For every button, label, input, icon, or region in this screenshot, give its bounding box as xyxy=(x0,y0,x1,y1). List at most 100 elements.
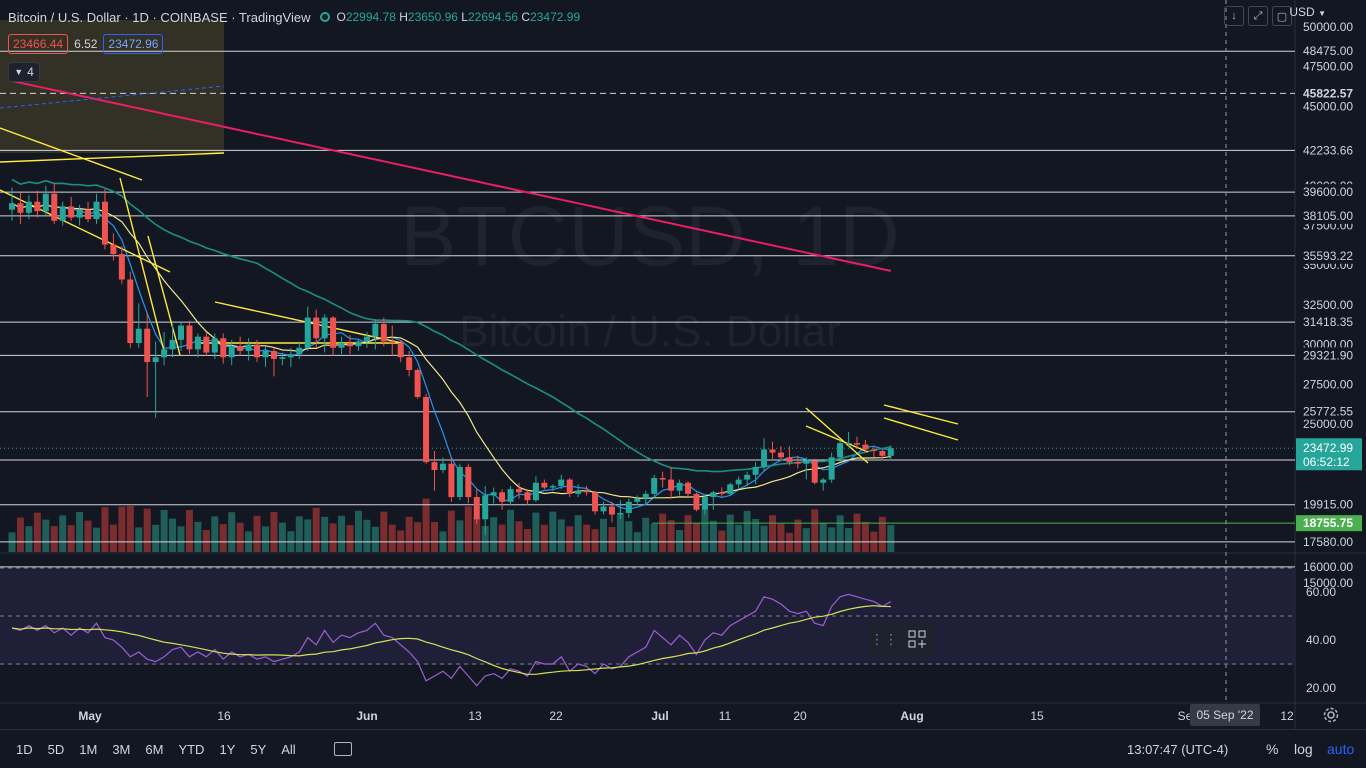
candlestick[interactable] xyxy=(718,487,725,498)
candlestick[interactable] xyxy=(127,271,134,348)
candlestick[interactable] xyxy=(524,489,531,505)
candlestick[interactable] xyxy=(777,446,784,461)
trendline-drawing[interactable] xyxy=(805,407,869,464)
timeframe-all[interactable]: All xyxy=(281,741,296,757)
candlestick[interactable] xyxy=(270,347,277,377)
candlestick[interactable] xyxy=(465,463,472,504)
candlestick[interactable] xyxy=(237,336,244,356)
candlestick[interactable] xyxy=(42,185,49,216)
trendline-drawing[interactable] xyxy=(883,404,959,425)
candlestick[interactable] xyxy=(448,457,455,502)
symbol-title[interactable]: Bitcoin / U.S. Dollar · 1D · COINBASE · … xyxy=(8,9,311,25)
candlestick[interactable] xyxy=(887,445,894,461)
candlestick[interactable] xyxy=(169,323,176,358)
add-layout-icon[interactable] xyxy=(905,627,929,651)
candlestick[interactable] xyxy=(659,471,666,488)
candlestick[interactable] xyxy=(178,322,184,351)
candlestick[interactable] xyxy=(786,446,793,466)
sma-long-line[interactable] xyxy=(11,80,892,272)
sell-button[interactable]: 23466.44 xyxy=(8,34,69,54)
candlestick[interactable] xyxy=(761,438,768,472)
timeframe-1d[interactable]: 1D xyxy=(16,741,33,757)
candlestick[interactable] xyxy=(152,341,159,418)
candlestick[interactable] xyxy=(431,450,438,491)
candlestick[interactable] xyxy=(17,192,24,224)
timeframe-3m[interactable]: 3M xyxy=(112,741,131,757)
candlestick[interactable] xyxy=(279,352,286,366)
candlestick[interactable] xyxy=(34,190,41,218)
candlestick[interactable] xyxy=(803,457,810,480)
candlestick[interactable] xyxy=(211,333,218,359)
candlestick[interactable] xyxy=(287,347,294,367)
candlestick[interactable] xyxy=(532,476,539,502)
candlestick[interactable] xyxy=(372,319,379,350)
trendline-drawing[interactable] xyxy=(147,235,181,356)
trendline-drawing[interactable] xyxy=(0,127,143,181)
timeframe-6m[interactable]: 6M xyxy=(145,741,164,757)
candlestick[interactable] xyxy=(608,501,615,523)
timeframe-1y[interactable]: 1Y xyxy=(219,741,236,757)
candlestick[interactable] xyxy=(338,336,345,355)
candlestick[interactable] xyxy=(135,303,142,348)
candlestick[interactable] xyxy=(101,188,108,250)
clock-display[interactable]: 13:07:47 (UTC-4) xyxy=(1127,742,1229,757)
candlestick[interactable] xyxy=(490,487,497,504)
candlestick[interactable] xyxy=(794,455,801,469)
candlestick[interactable] xyxy=(203,331,210,356)
candlestick[interactable] xyxy=(321,314,328,353)
candlestick[interactable] xyxy=(363,331,370,348)
candlestick[interactable] xyxy=(693,492,700,512)
sma-mid-line[interactable] xyxy=(11,178,891,473)
auto-scale-toggle[interactable]: auto xyxy=(1327,741,1355,757)
candlestick[interactable] xyxy=(625,498,632,518)
candlestick[interactable] xyxy=(575,484,582,498)
trendline-drawing[interactable] xyxy=(883,417,959,441)
candlestick[interactable] xyxy=(220,333,227,364)
candlestick[interactable] xyxy=(228,339,235,366)
log-scale-toggle[interactable]: log xyxy=(1294,741,1313,757)
fullscreen-icon[interactable]: ⤢ xyxy=(1248,6,1268,26)
timeframe-5d[interactable]: 5D xyxy=(47,741,65,757)
candlestick[interactable] xyxy=(68,196,75,221)
candlestick[interactable] xyxy=(820,477,827,491)
candlestick[interactable] xyxy=(51,182,58,224)
candlestick[interactable] xyxy=(769,441,776,459)
candlestick[interactable] xyxy=(634,495,641,505)
candlestick[interactable] xyxy=(642,490,649,505)
trendline-drawing[interactable] xyxy=(0,152,225,163)
candlestick[interactable] xyxy=(380,317,387,347)
candlestick[interactable] xyxy=(194,333,201,358)
candlestick[interactable] xyxy=(583,485,590,496)
candlestick[interactable] xyxy=(397,339,404,363)
drag-handle-icon[interactable]: ⋮⋮ xyxy=(870,630,898,647)
candlestick[interactable] xyxy=(313,309,320,348)
candlestick[interactable] xyxy=(701,495,708,515)
candlestick[interactable] xyxy=(9,187,15,221)
buy-button[interactable]: 23472.96 xyxy=(103,34,164,54)
screenshot-icon[interactable]: ▢ xyxy=(1272,6,1292,26)
candlestick[interactable] xyxy=(304,306,311,351)
candlestick[interactable] xyxy=(735,476,742,490)
candlestick[interactable] xyxy=(845,431,852,447)
trendline-drawing[interactable] xyxy=(119,177,166,356)
candlestick[interactable] xyxy=(870,446,877,458)
candlestick[interactable] xyxy=(837,439,844,463)
percent-scale-toggle[interactable]: % xyxy=(1266,741,1279,757)
candlestick[interactable] xyxy=(676,479,683,496)
candlestick[interactable] xyxy=(862,439,869,453)
candlestick[interactable] xyxy=(59,201,66,226)
candlestick[interactable] xyxy=(406,350,413,377)
candlestick[interactable] xyxy=(566,477,573,498)
candlestick[interactable] xyxy=(76,204,83,226)
candlestick[interactable] xyxy=(296,341,303,359)
candlestick[interactable] xyxy=(330,316,337,356)
timeframe-1m[interactable]: 1M xyxy=(79,741,98,757)
candlestick[interactable] xyxy=(854,436,860,448)
timeframe-5y[interactable]: 5Y xyxy=(250,741,267,757)
candlestick[interactable] xyxy=(414,368,421,399)
candlestick[interactable] xyxy=(828,452,835,483)
currency-select[interactable]: USD ▼ xyxy=(1289,5,1326,19)
candlestick[interactable] xyxy=(879,449,886,461)
candlestick[interactable] xyxy=(482,485,489,536)
candlestick[interactable] xyxy=(651,474,658,499)
